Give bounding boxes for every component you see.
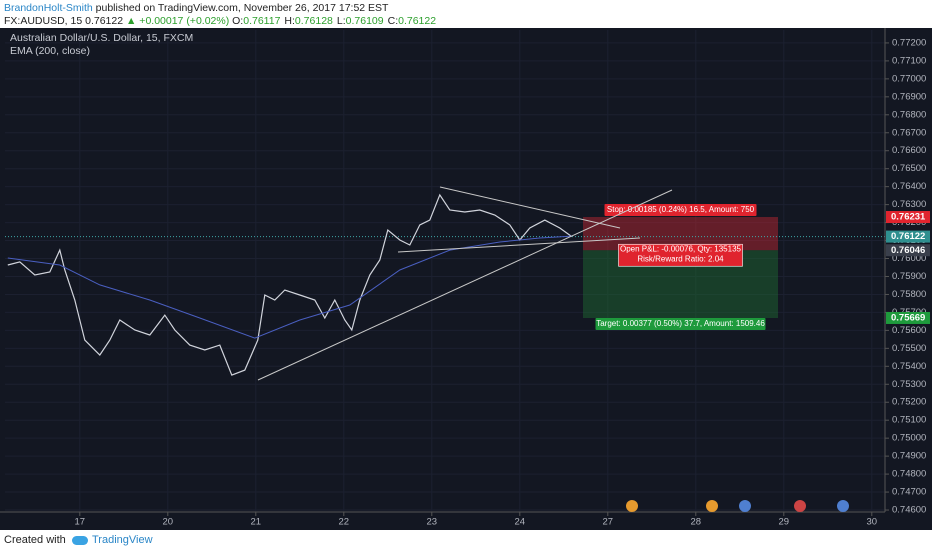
ohlc-value: 0.76122 [398,15,437,27]
y-tick-label: 0.76600 [892,145,926,156]
x-tick-label: 30 [867,517,878,528]
stop-label: Stop: 0.00185 (0.24%) 16.5, Amount: 750 [607,205,755,214]
y-tick-label: 0.74800 [892,469,926,480]
chart: Stop: 0.00185 (0.24%) 16.5, Amount: 750 O… [0,28,932,530]
y-tick-label: 0.74900 [892,451,926,462]
y-tick-label: 0.77100 [892,55,926,66]
trendline [439,186,621,229]
ohlc-key: H: [284,15,295,27]
brand[interactable]: TradingView [92,534,153,546]
price-tag [886,230,930,243]
ohlc: O:0.76117 H:0.76128 L:0.76109 C:0.76122 [232,15,440,27]
trendline [397,237,641,253]
chart-title: Australian Dollar/U.S. Dollar, 15, FXCM [10,32,193,44]
footer: Created with TradingView [0,530,932,550]
y-tick-label: 0.74600 [892,505,926,516]
pnl-box [618,243,743,267]
ohlc-value: 0.76109 [345,15,384,27]
trendline [257,189,673,381]
y-tick-label: 0.76700 [892,127,926,138]
x-tick-label: 24 [515,517,526,528]
y-tick-label: 0.76300 [892,199,926,210]
x-tick-label: 17 [75,517,86,528]
symbol: FX:AUDUSD, 15 [4,15,83,27]
header-line: FX:AUDUSD, 15 0.76122 ▲ +0.00017 (+0.02%… [4,15,440,27]
x-tick-label: 20 [163,517,174,528]
y-tick-label: 0.75100 [892,415,926,426]
y-tick-label: 0.75400 [892,361,926,372]
ohlc-value: 0.76117 [243,15,281,27]
event-icon[interactable] [706,500,718,512]
x-tick-label: 21 [251,517,262,528]
price-tag [886,244,930,257]
header: BrandonHolt-Smith published on TradingVi… [0,0,932,28]
x-tick-label: 27 [603,517,614,528]
background [0,28,932,530]
x-tick-label: 22 [339,517,350,528]
x-tick-label: 29 [779,517,790,528]
target-label-box [595,317,766,330]
y-tick-label: 0.75000 [892,433,926,444]
logo [72,536,88,545]
y-tick-label: 0.76800 [892,109,926,120]
price-tag-label: 0.75669 [891,312,925,323]
event-icon[interactable] [626,500,638,512]
legend-entry: EMA (200, close) [10,45,90,57]
stop-label-box [604,204,757,217]
price-tag-label: 0.76231 [891,212,926,223]
event-icon[interactable] [794,500,806,512]
y-tick-label: 0.77200 [892,37,926,48]
ohlc-key: O: [232,15,244,27]
ohlc-value: 0.76128 [294,15,333,27]
y-tick-label: 0.75300 [892,379,926,390]
price-tag [886,211,930,224]
y-tick-label: 0.76900 [892,91,926,102]
ohlc-key: L: [336,15,346,27]
price-tag [886,311,930,324]
price-tag-label: 0.76046 [891,245,925,256]
ratio-label: Risk/Reward Ratio: 2.04 [637,254,724,263]
target-label: Target: 0.00377 (0.50%) 37.7, Amount: 15… [596,319,765,328]
y-tick-label: 0.75800 [892,289,926,300]
price-line [7,193,573,376]
event-icon[interactable] [739,500,751,512]
x-tick-label: 28 [691,517,702,528]
header-line: BrandonHolt-Smith published on TradingVi… [4,2,388,14]
y-tick-label: 0.74700 [892,487,926,498]
y-tick-label: 0.75200 [892,397,926,408]
y-tick-label: 0.76400 [892,181,926,192]
pnl-label: Open P&L: -0.00076, Qty: 135135 [620,244,742,253]
x-tick-label: 23 [427,517,438,528]
y-tick-label: 0.76000 [892,253,926,264]
y-tick-label: 0.75600 [892,325,926,336]
author[interactable]: BrandonHolt-Smith [4,2,93,14]
ema-line [7,235,572,339]
y-tick-label: 0.75500 [892,343,926,354]
event-icons [626,500,849,512]
y-tick-label: 0.77000 [892,73,926,84]
event-icon[interactable] [837,500,849,512]
y-tick-label: 0.76500 [892,163,926,174]
ohlc-key: C: [387,15,399,27]
footer-text: Created with [4,534,66,546]
published: published on TradingView.com, November 2… [95,2,389,14]
drawings [257,186,673,381]
last-price: 0.76122 [85,15,124,27]
change: ▲ +0.00017 (+0.02%) [126,15,230,27]
price-tag-label: 0.76122 [891,231,925,242]
y-tick-label: 0.75900 [892,271,926,282]
